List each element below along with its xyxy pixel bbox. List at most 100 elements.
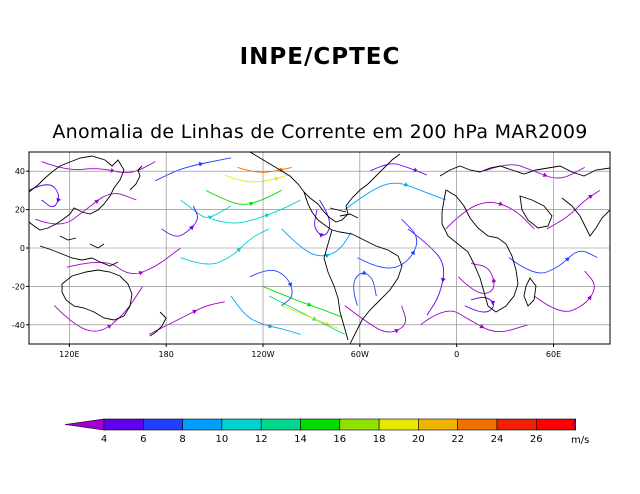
streamline-arrow <box>274 176 280 182</box>
streamline-arrow <box>441 277 446 283</box>
streamline-arrow <box>138 271 144 276</box>
lon-label: 120E <box>59 350 79 359</box>
lat-label: 40 <box>15 167 25 176</box>
lat-label: 20 <box>15 206 25 215</box>
coastline-japan <box>129 165 143 191</box>
colorbar-max-arrow <box>572 418 576 431</box>
streamline <box>180 199 232 218</box>
colorbar-label: 12 <box>255 434 268 445</box>
colorbar-swatch <box>182 418 223 431</box>
colorbar-label: 24 <box>491 434 504 445</box>
streamline-arrow <box>208 215 213 220</box>
colorbar-swatch <box>221 418 262 431</box>
streamline <box>211 199 301 224</box>
colorbar-swatch <box>496 418 537 431</box>
colorbar-label: 22 <box>451 434 464 445</box>
streamline <box>29 184 59 208</box>
product-title: INPE/CPTEC <box>239 44 401 70</box>
streamline <box>249 269 293 306</box>
lon-label: 60E <box>546 350 561 359</box>
coastline-australia <box>61 269 133 321</box>
colorbar-label: 10 <box>216 434 229 445</box>
streamline-arrow <box>410 250 415 255</box>
lon-label: 0 <box>454 350 459 359</box>
streamline-arrow <box>491 277 497 283</box>
streamline-arrow <box>249 201 255 206</box>
coastline-newzealand <box>149 311 167 337</box>
streamline-arrow <box>403 182 409 187</box>
streamline-arrow <box>479 324 485 329</box>
coastline-north-america <box>249 152 401 223</box>
streamline <box>508 250 598 274</box>
streamline-arrow <box>192 309 198 314</box>
lon-label: 120W <box>251 350 274 359</box>
streamline <box>230 295 301 335</box>
streamline <box>357 218 418 269</box>
coastline-arabia <box>519 195 553 229</box>
coastline-europe <box>439 165 610 177</box>
streamline-arrow <box>94 199 100 204</box>
streamline <box>35 193 137 225</box>
colorbar-swatch <box>300 418 341 431</box>
streamline <box>344 182 446 210</box>
streamline <box>353 272 377 306</box>
streamline-arrow <box>318 233 324 238</box>
streamline <box>224 174 289 183</box>
colorbar-label: 18 <box>373 434 386 445</box>
streamline <box>420 310 529 333</box>
streamline <box>281 228 352 257</box>
streamline <box>41 161 156 174</box>
lat-label: 0 <box>20 244 25 253</box>
map-subtitle: Anomalia de Linhas de Corrente em 200 hP… <box>52 121 588 143</box>
axis-labels: 40 20 0 -20 -40 120E 180 120W 60W 0 60E <box>12 167 561 359</box>
coastline-africa <box>441 189 519 313</box>
colorbar-label: 26 <box>530 434 543 445</box>
streamline-arrow <box>542 172 548 177</box>
colorbar-label: 20 <box>412 434 425 445</box>
streamline <box>483 164 585 179</box>
coastline-asia <box>29 155 125 231</box>
colorbar-label: 14 <box>294 434 307 445</box>
streamline-arrow <box>498 201 504 206</box>
colorbar-unit: m/s <box>571 435 589 446</box>
coastline-indonesia <box>39 235 119 267</box>
streamline <box>155 157 232 182</box>
streamline <box>161 205 198 237</box>
colorbar-label: 16 <box>333 434 346 445</box>
lat-lon-grid <box>29 152 610 344</box>
streamline <box>407 228 445 316</box>
coastline-caribbean <box>329 207 359 219</box>
coastline-central-america <box>303 191 333 231</box>
streamlines-layer <box>29 157 601 335</box>
streamline <box>262 285 343 318</box>
streamline <box>314 199 331 236</box>
colorbar-min-arrow <box>64 418 105 431</box>
streamline <box>344 305 407 333</box>
colorbar-swatch <box>260 418 301 431</box>
streamline-arrow <box>325 253 330 258</box>
colorbar-label: 4 <box>101 434 107 445</box>
streamline <box>53 286 144 332</box>
lat-label: -20 <box>12 282 25 291</box>
streamline-arrow <box>394 329 400 334</box>
coastlines-layer <box>29 152 610 344</box>
streamline <box>66 247 181 275</box>
streamline-arrow <box>307 302 313 307</box>
coastline-south-america <box>323 229 403 344</box>
colorbar-swatch <box>378 418 419 431</box>
colorbar-swatch <box>339 418 380 431</box>
streamline <box>464 296 494 313</box>
streamline-arrow <box>56 197 61 203</box>
streamline <box>533 270 595 312</box>
streamline-arrow <box>490 300 496 305</box>
colorbar-swatch <box>535 418 576 431</box>
colorbar-label: 6 <box>140 434 146 445</box>
streamline-arrow <box>564 256 570 262</box>
streamline <box>268 295 346 335</box>
colorbar-swatch <box>457 418 498 431</box>
streamline <box>369 163 428 176</box>
colorbar-swatch <box>103 418 144 431</box>
lon-label: 180 <box>159 350 174 359</box>
streamline-arrow <box>189 225 194 230</box>
